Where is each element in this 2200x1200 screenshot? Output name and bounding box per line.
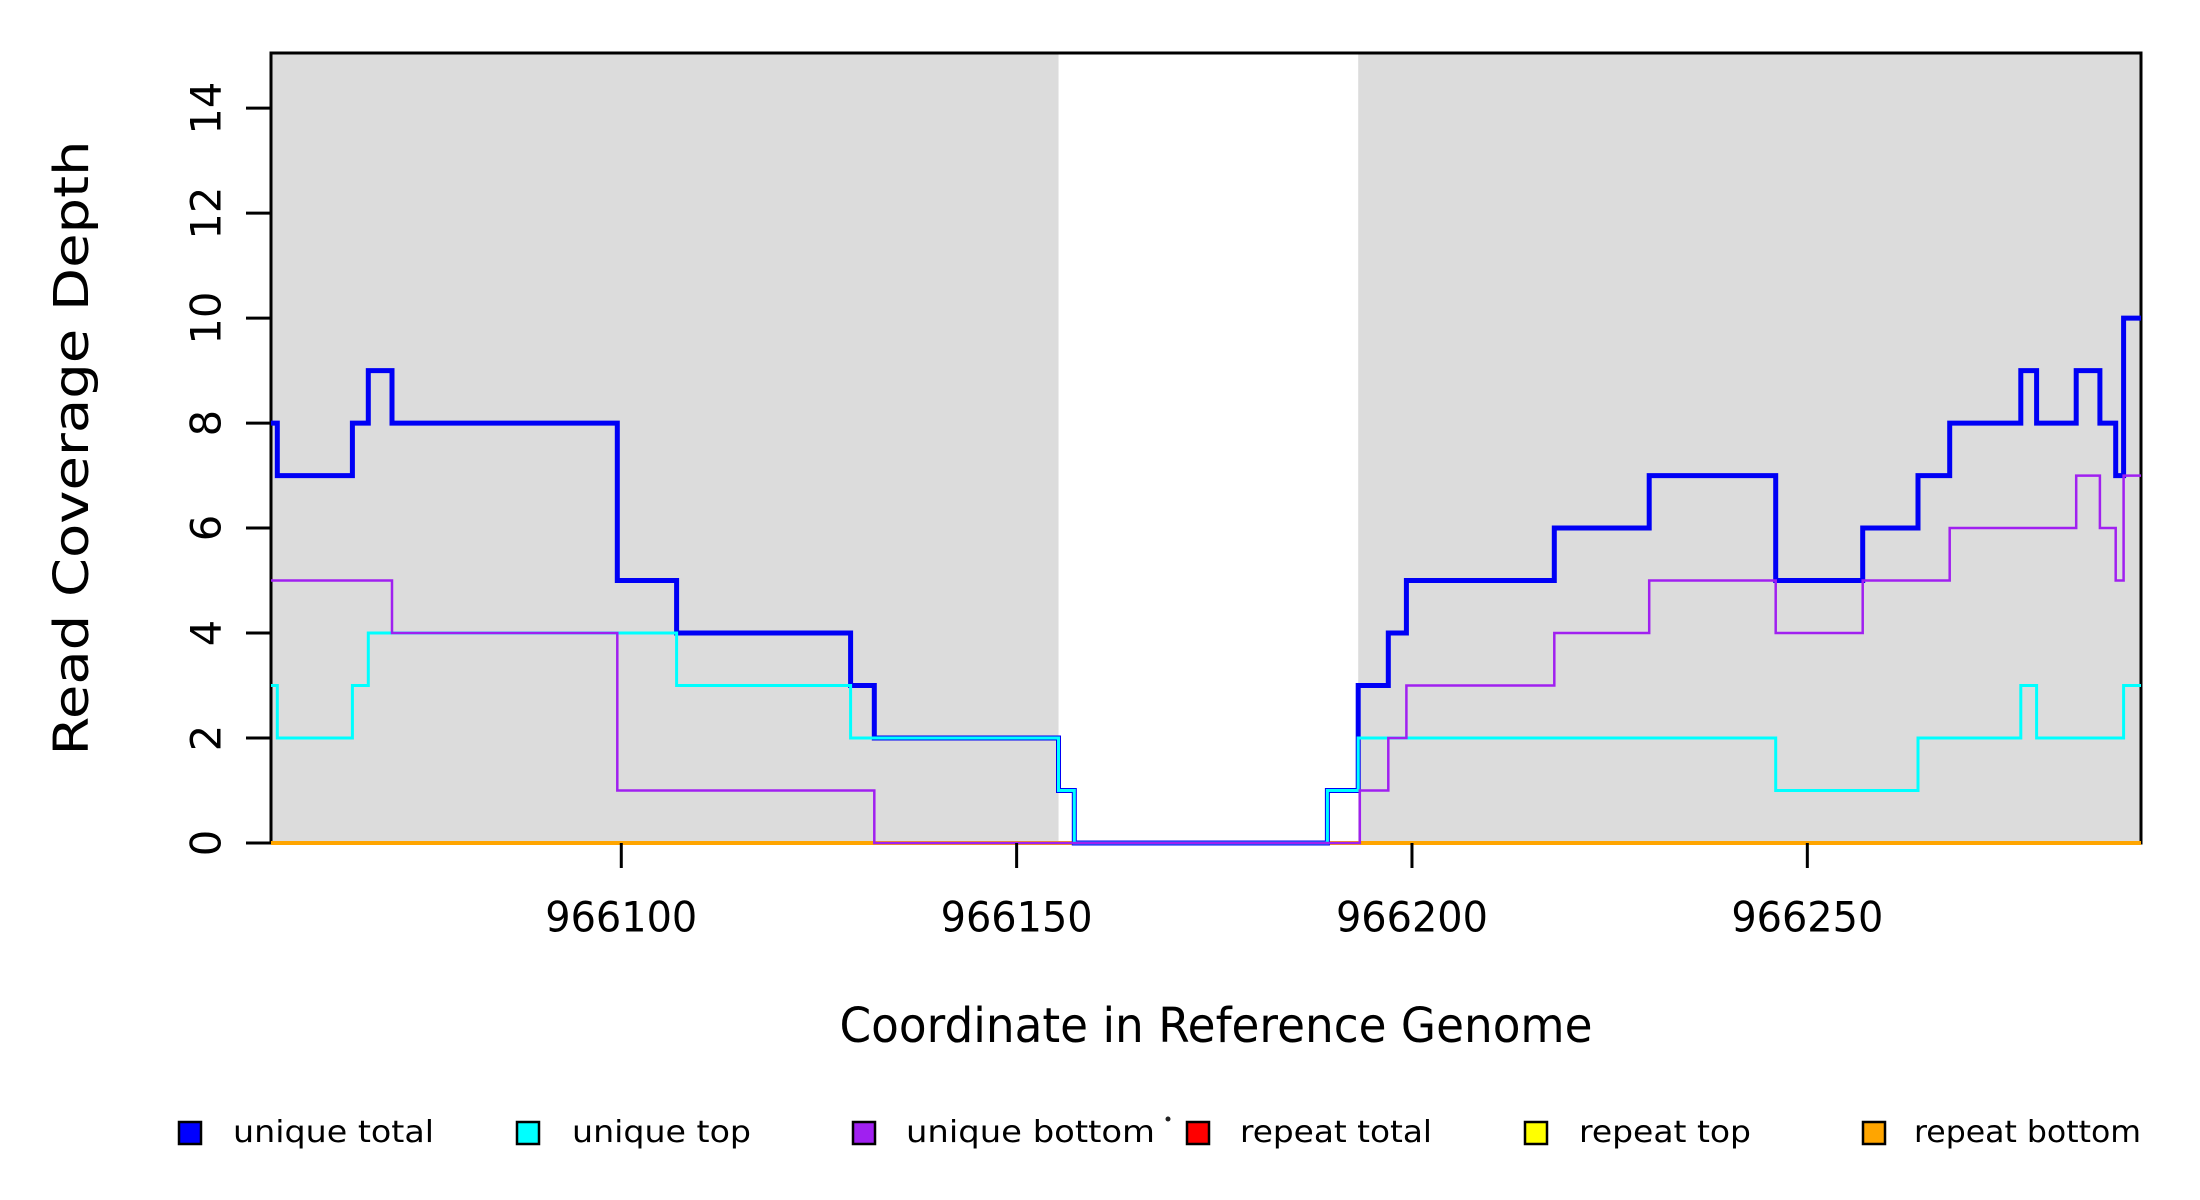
legend: unique total unique top unique bottom re… bbox=[177, 1115, 2141, 1150]
legend-swatch-unique-bottom bbox=[851, 1120, 877, 1146]
x-tick-label: 966250 bbox=[1731, 893, 1883, 942]
repeat-region-band bbox=[1358, 53, 2141, 843]
legend-label-repeat-bottom: repeat bottom bbox=[1914, 1115, 2141, 1150]
repeat-region-band bbox=[271, 53, 1059, 843]
legend-label-unique-total: unique total bbox=[233, 1115, 434, 1150]
legend-swatch-unique-total bbox=[177, 1120, 203, 1146]
y-tick-label: 8 bbox=[182, 410, 231, 437]
legend-label-unique-top: unique top bbox=[572, 1115, 751, 1150]
y-tick-label: 12 bbox=[182, 187, 231, 240]
legend-swatch-repeat-top bbox=[1523, 1120, 1549, 1146]
plot-area: 966100 966150 966200 966250 0 2 4 6 8 10 12 14 bbox=[182, 51, 2143, 942]
stray-dot bbox=[1165, 1116, 1171, 1122]
y-tick-label: 4 bbox=[182, 620, 231, 647]
series-line-unique-bottom bbox=[271, 474, 2141, 845]
legend-label-repeat-top: repeat top bbox=[1579, 1115, 1751, 1150]
y-tick-label: 14 bbox=[182, 82, 231, 135]
legend-label-unique-bottom: unique bottom bbox=[906, 1115, 1155, 1150]
x-tick-label: 966200 bbox=[1336, 893, 1488, 942]
x-tick-label: 966150 bbox=[941, 893, 1093, 942]
y-axis-title: Read Coverage Depth bbox=[44, 141, 100, 756]
series-line-unique-total bbox=[271, 315, 2141, 846]
y-tick-label: 2 bbox=[182, 725, 231, 752]
legend-swatch-unique-top bbox=[515, 1120, 541, 1146]
y-tick-label: 6 bbox=[182, 515, 231, 542]
x-tick-label: 966100 bbox=[545, 893, 697, 942]
legend-swatch-repeat-total bbox=[1185, 1120, 1211, 1146]
y-tick-label: 10 bbox=[182, 292, 231, 345]
legend-label-repeat-total: repeat total bbox=[1240, 1115, 1432, 1150]
legend-swatch-repeat-bottom bbox=[1861, 1120, 1887, 1146]
x-axis-title: Coordinate in Reference Genome bbox=[840, 998, 1593, 1054]
y-tick-label: 0 bbox=[182, 830, 231, 857]
